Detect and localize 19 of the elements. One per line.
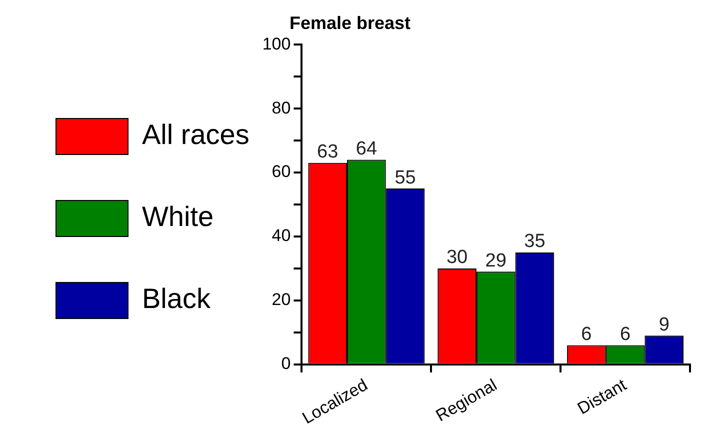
y-tick-label: 80 bbox=[272, 98, 291, 118]
data-label: 30 bbox=[446, 247, 468, 268]
data-label: 9 bbox=[658, 314, 670, 336]
data-label: 35 bbox=[524, 231, 546, 252]
legend-label: Black bbox=[142, 283, 212, 314]
y-tick-label: 40 bbox=[272, 226, 291, 246]
data-label: 64 bbox=[356, 138, 378, 160]
data-label: 6 bbox=[620, 324, 631, 345]
legend-label: White bbox=[142, 201, 214, 232]
data-label: 55 bbox=[394, 167, 416, 188]
data-label: 63 bbox=[317, 142, 338, 163]
data-label: 29 bbox=[485, 250, 506, 272]
chart-title: Female breast bbox=[289, 12, 411, 33]
y-tick-label: 60 bbox=[272, 162, 291, 182]
legend-label: All races bbox=[142, 119, 250, 150]
y-tick-label: 100 bbox=[262, 34, 291, 54]
y-tick-label: 0 bbox=[281, 354, 291, 374]
y-tick-label: 20 bbox=[272, 290, 291, 310]
data-label: 6 bbox=[581, 324, 592, 345]
